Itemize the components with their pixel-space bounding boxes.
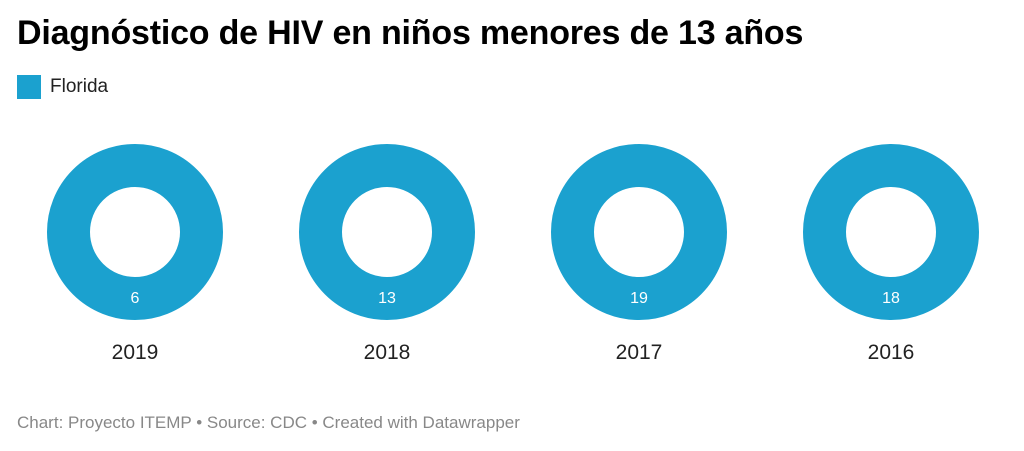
donut-category-label-2017: 2017 <box>616 341 663 364</box>
donut-category-label-2016: 2016 <box>868 341 915 364</box>
chart-title: Diagnóstico de HIV en niños menores de 1… <box>17 14 804 52</box>
donut-slice-2019 <box>47 144 223 320</box>
donut-2017: 19 2017 <box>551 144 727 364</box>
legend-label-florida: Florida <box>50 76 109 97</box>
donut-value-label-2019: 6 <box>131 290 140 307</box>
donut-value-label-2018: 13 <box>378 290 396 307</box>
donut-category-label-2019: 2019 <box>112 341 159 364</box>
donut-slice-2018 <box>299 144 475 320</box>
donut-slice-2017 <box>551 144 727 320</box>
legend: Florida <box>17 75 108 99</box>
donut-value-label-2016: 18 <box>882 290 900 307</box>
donut-2016: 18 2016 <box>803 144 979 364</box>
donut-slice-2016 <box>803 144 979 320</box>
legend-swatch-florida <box>17 75 41 99</box>
donut-category-label-2018: 2018 <box>364 341 411 364</box>
donut-value-label-2017: 19 <box>630 290 648 307</box>
chart-footer: Chart: Proyecto ITEMP • Source: CDC • Cr… <box>17 413 520 432</box>
donut-2018: 13 2018 <box>299 144 475 364</box>
donut-2019: 6 2019 <box>47 144 223 364</box>
